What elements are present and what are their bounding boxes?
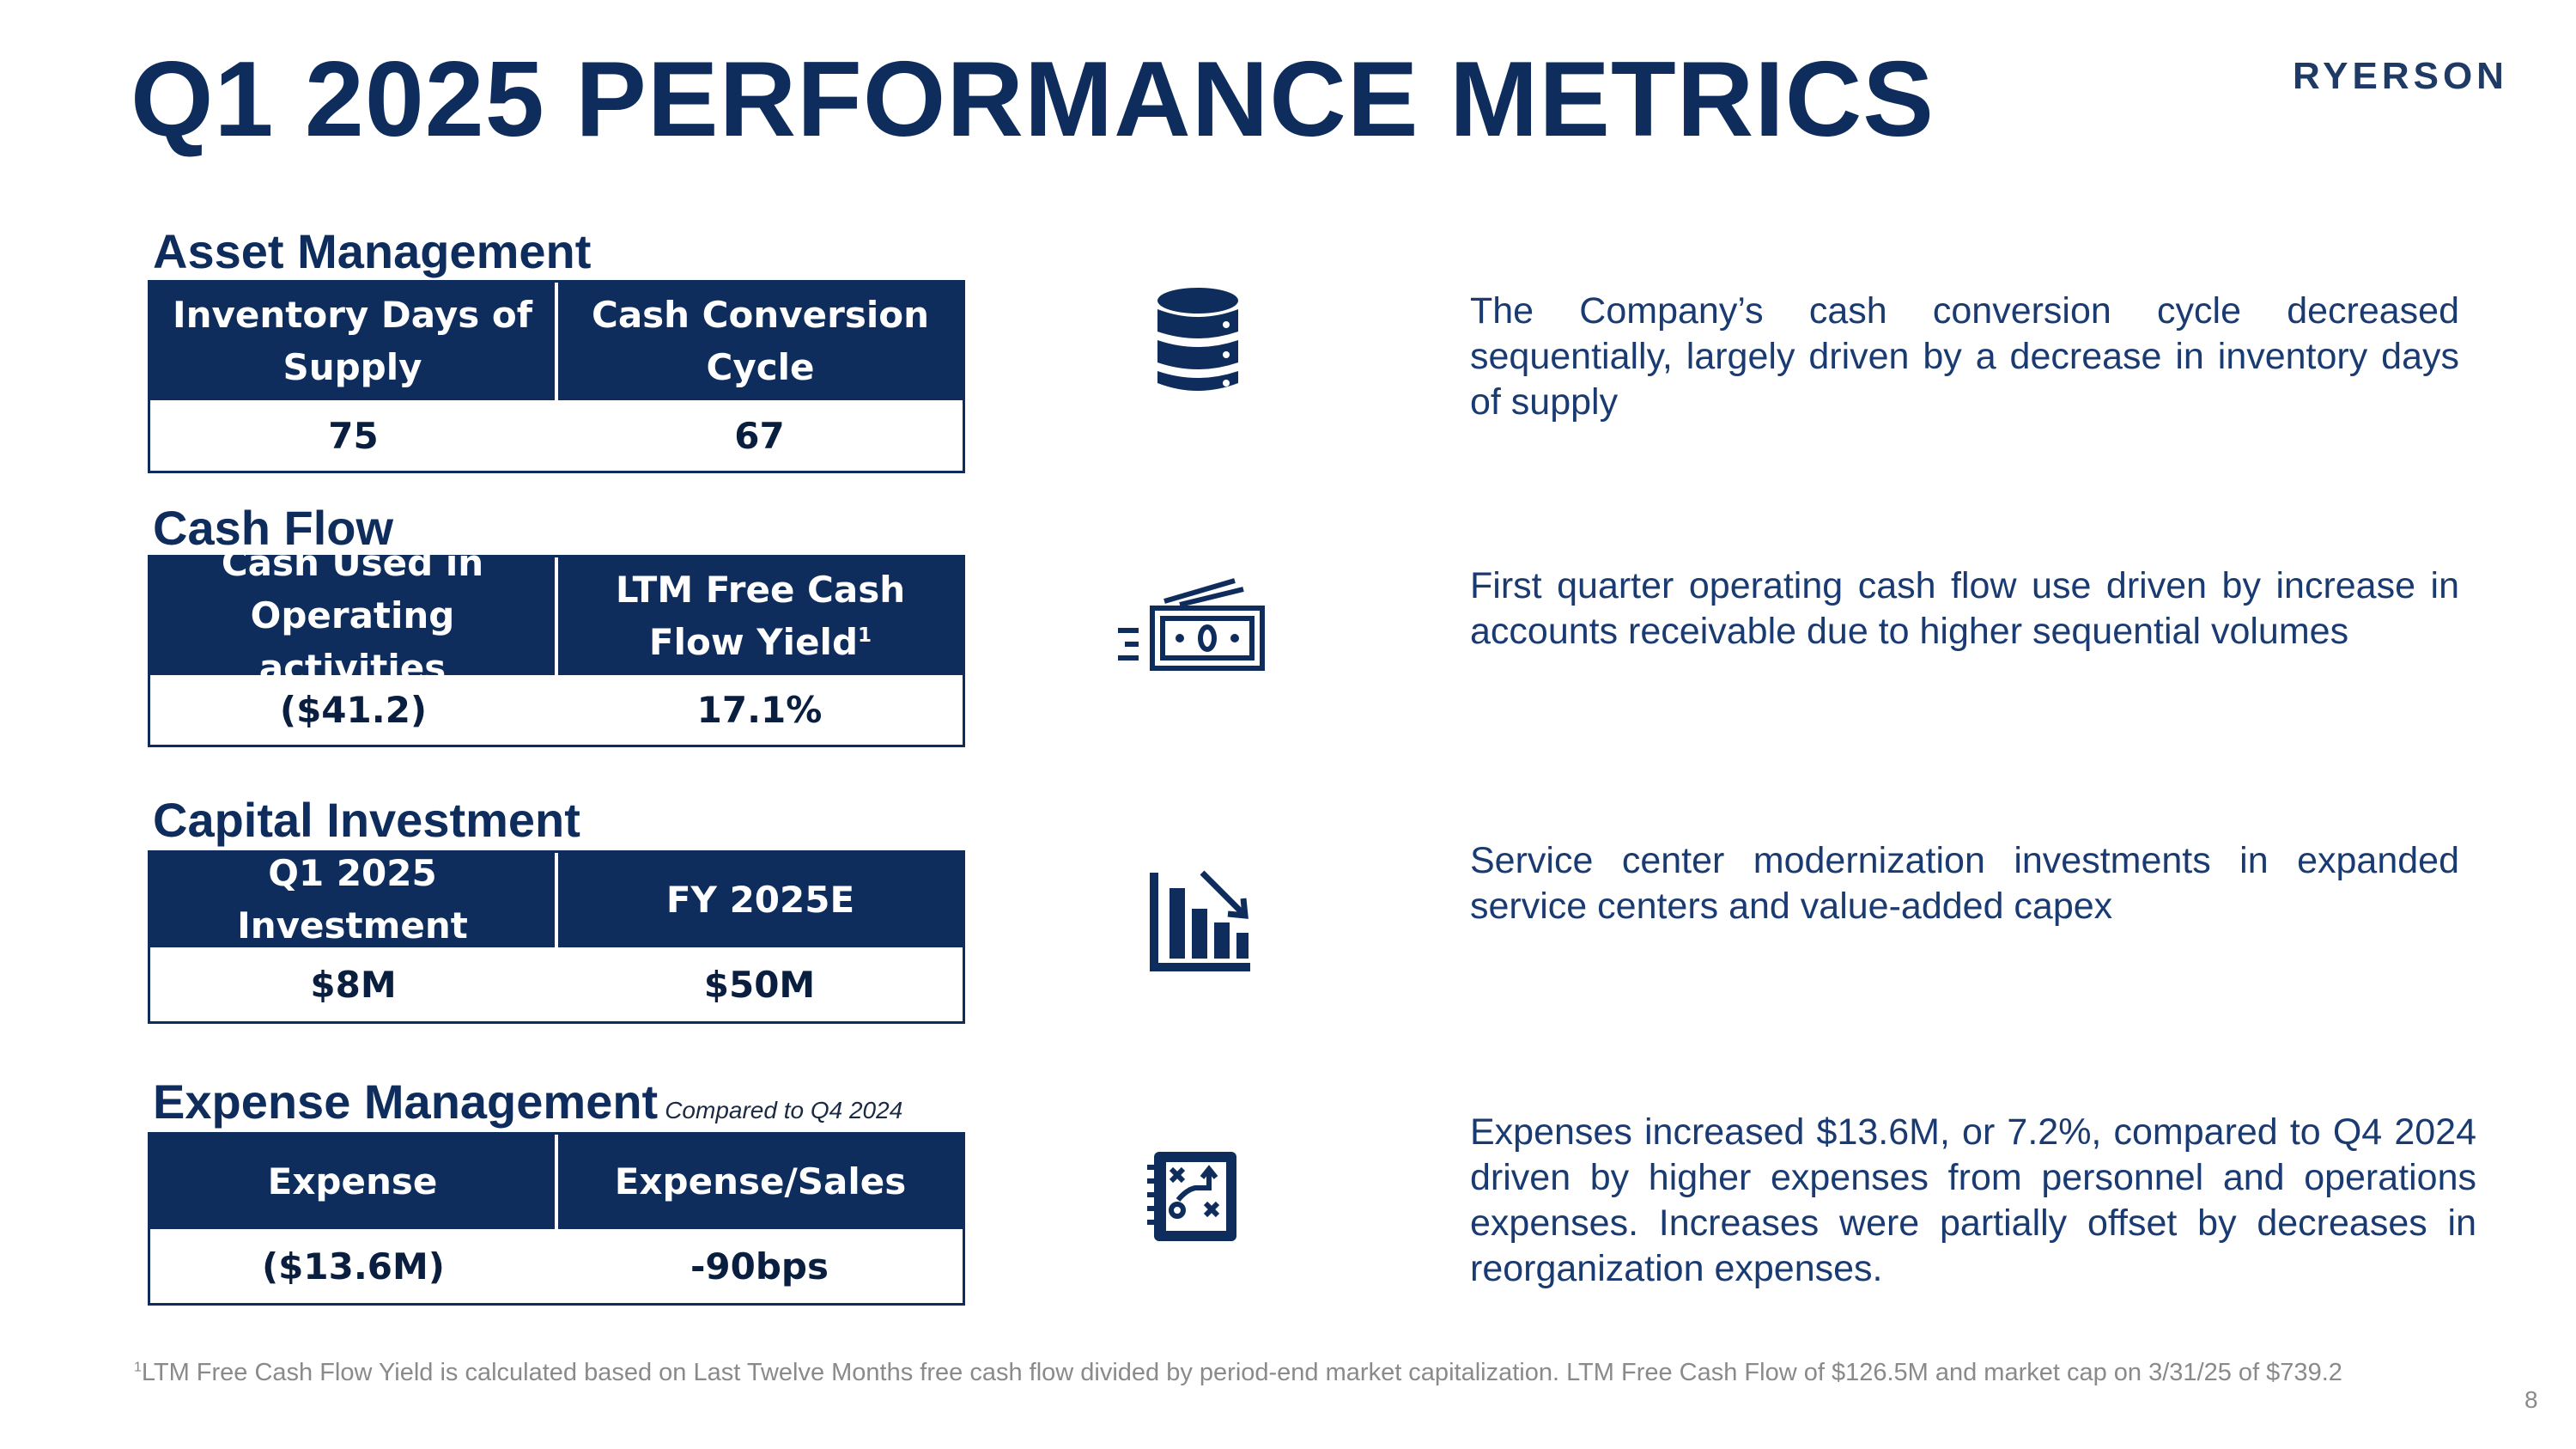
footnote-marker: 1 xyxy=(858,624,872,647)
asset-management-description: The Company’s cash conversion cycle decr… xyxy=(1470,290,2459,423)
cash-conversion-value: 67 xyxy=(734,414,785,457)
strategy-board-icon xyxy=(1147,1152,1236,1241)
inventory-days-value: 75 xyxy=(328,414,379,457)
table-header-row: Cash Used in Operating activities LTM Fr… xyxy=(150,542,963,689)
page-number: 8 xyxy=(2524,1386,2538,1413)
footnote: 1LTM Free Cash Flow Yield is calculated … xyxy=(134,1359,2342,1387)
fy2025e-header: FY 2025E xyxy=(555,853,963,947)
fcf-yield-header: LTM Free Cash Flow Yield1 xyxy=(555,557,963,675)
asset-management-title: Asset Management xyxy=(153,224,592,278)
money-cash-icon xyxy=(1118,578,1265,671)
expense-header: Expense xyxy=(267,1160,438,1202)
fcf-yield-header-text: LTM Free Cash Flow Yield xyxy=(615,568,906,663)
expense-management-table: Expense Expense/Sales ($13.6M) -90bps xyxy=(148,1132,965,1306)
q1-investment-value: $8M xyxy=(310,963,397,1006)
comparison-note: Compared to Q4 2024 xyxy=(665,1097,903,1123)
inventory-days-header: Inventory Days of Supply xyxy=(173,293,532,388)
table-header-row: Expense Expense/Sales xyxy=(150,1135,963,1229)
cash-used-header: Cash Used in Operating activities xyxy=(221,542,484,689)
database-icon xyxy=(1157,288,1238,391)
cash-flow-title: Cash Flow xyxy=(153,501,394,555)
asset-management-table: Inventory Days of Supply Cash Conversion… xyxy=(148,280,965,473)
cash-used-value: ($41.2) xyxy=(279,689,428,731)
table-value-row: ($13.6M) -90bps xyxy=(150,1229,963,1303)
expense-sales-header: Expense/Sales xyxy=(555,1135,963,1229)
table-value-row: 75 67 xyxy=(150,400,963,471)
fy2025e-value: $50M xyxy=(703,963,816,1006)
capital-investment-title: Capital Investment xyxy=(153,793,580,847)
capital-investment-table: Q1 2025 Investment FY 2025E $8M $50M xyxy=(148,850,965,1024)
footnote-text: LTM Free Cash Flow Yield is calculated b… xyxy=(141,1359,2342,1386)
table-header-row: Q1 2025 Investment FY 2025E xyxy=(150,852,963,947)
table-value-row: $8M $50M xyxy=(150,947,963,1021)
q1-investment-header: Q1 2025 Investment xyxy=(237,852,468,947)
page-title: Q1 2025 PERFORMANCE METRICS xyxy=(131,40,1935,159)
expense-management-title: Expense Management Compared to Q4 2024 xyxy=(153,1074,902,1129)
cash-flow-description: First quarter operating cash flow use dr… xyxy=(1470,565,2459,652)
bar-chart-decline-icon xyxy=(1150,870,1250,971)
capital-investment-description: Service center modernization investments… xyxy=(1470,840,2459,927)
expense-management-description: Expenses increased $13.6M, or 7.2%, comp… xyxy=(1470,1111,2476,1289)
ryerson-logo: RYERSON xyxy=(2293,55,2508,97)
cash-conversion-header: Cash Conversion Cycle xyxy=(555,283,963,400)
cash-flow-table: Cash Used in Operating activities LTM Fr… xyxy=(148,542,965,747)
fcf-yield-value: 17.1% xyxy=(696,689,823,731)
expense-value: ($13.6M) xyxy=(261,1245,446,1288)
table-header-row: Inventory Days of Supply Cash Conversion… xyxy=(150,283,963,400)
table-value-row: ($41.2) 17.1% xyxy=(150,675,963,745)
expense-management-title-text: Expense Management xyxy=(153,1075,659,1129)
expense-sales-value: -90bps xyxy=(690,1245,829,1288)
footnote-marker: 1 xyxy=(134,1360,142,1375)
